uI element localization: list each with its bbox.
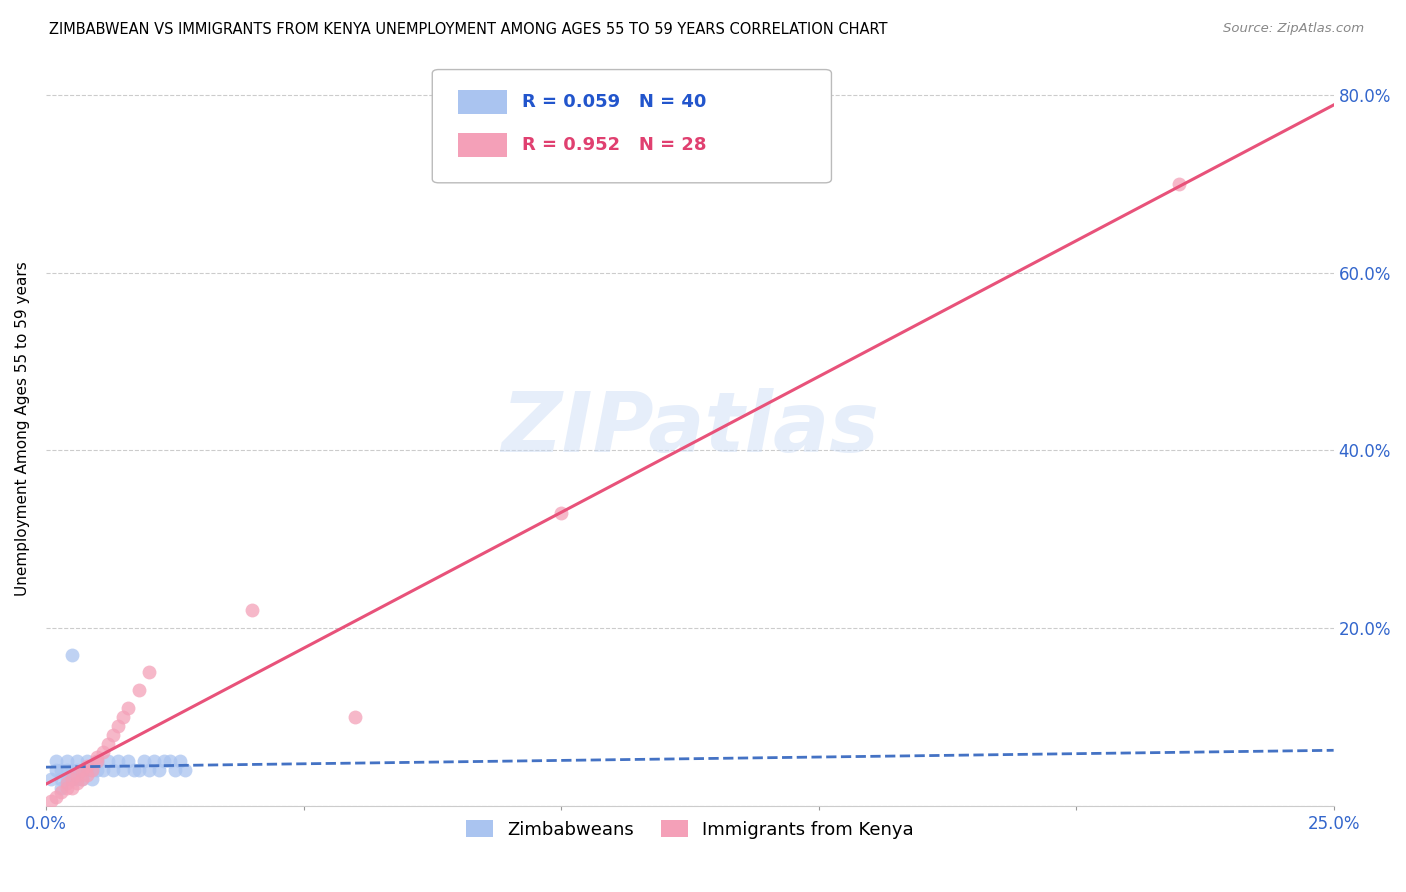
Point bbox=[107, 754, 129, 768]
Point bbox=[91, 746, 114, 760]
Point bbox=[159, 754, 181, 768]
Point bbox=[82, 772, 104, 786]
Point bbox=[240, 603, 263, 617]
Point bbox=[153, 754, 176, 768]
Point bbox=[97, 754, 120, 768]
Point bbox=[70, 772, 93, 786]
Point bbox=[117, 701, 139, 715]
Point bbox=[101, 763, 124, 777]
Point bbox=[60, 763, 83, 777]
Point bbox=[76, 758, 98, 772]
Point bbox=[138, 665, 160, 680]
Point bbox=[60, 648, 83, 662]
Point bbox=[66, 776, 89, 790]
Point bbox=[112, 710, 135, 724]
Point bbox=[51, 772, 73, 786]
Point bbox=[86, 749, 108, 764]
Point bbox=[82, 763, 104, 777]
Point bbox=[60, 772, 83, 786]
Point bbox=[66, 772, 89, 786]
Legend: Zimbabweans, Immigrants from Kenya: Zimbabweans, Immigrants from Kenya bbox=[458, 813, 921, 846]
FancyBboxPatch shape bbox=[432, 70, 831, 183]
Point bbox=[138, 763, 160, 777]
Point bbox=[128, 763, 150, 777]
Point bbox=[66, 767, 89, 781]
Point bbox=[117, 754, 139, 768]
Text: Source: ZipAtlas.com: Source: ZipAtlas.com bbox=[1223, 22, 1364, 36]
Point bbox=[86, 754, 108, 768]
Point bbox=[55, 772, 77, 786]
Point bbox=[70, 763, 93, 777]
FancyBboxPatch shape bbox=[458, 133, 508, 157]
Point bbox=[112, 763, 135, 777]
Point bbox=[163, 763, 186, 777]
Point bbox=[39, 794, 62, 808]
Y-axis label: Unemployment Among Ages 55 to 59 years: Unemployment Among Ages 55 to 59 years bbox=[15, 260, 30, 596]
Point bbox=[1168, 177, 1191, 191]
Point bbox=[45, 789, 67, 804]
Point bbox=[107, 719, 129, 733]
Point bbox=[45, 763, 67, 777]
Point bbox=[66, 763, 89, 777]
Text: R = 0.952   N = 28: R = 0.952 N = 28 bbox=[523, 136, 707, 154]
Point bbox=[91, 763, 114, 777]
Point bbox=[122, 763, 145, 777]
Point bbox=[128, 683, 150, 698]
Point bbox=[82, 763, 104, 777]
Point bbox=[169, 754, 191, 768]
Point bbox=[70, 772, 93, 786]
Point bbox=[51, 763, 73, 777]
Point bbox=[55, 754, 77, 768]
Text: ZIPatlas: ZIPatlas bbox=[501, 388, 879, 468]
Point bbox=[550, 506, 572, 520]
Point bbox=[343, 710, 366, 724]
Point bbox=[55, 763, 77, 777]
Point bbox=[86, 754, 108, 768]
Point bbox=[60, 772, 83, 786]
Point bbox=[70, 763, 93, 777]
Point bbox=[55, 780, 77, 795]
Point bbox=[39, 772, 62, 786]
Point bbox=[45, 754, 67, 768]
Point bbox=[132, 754, 155, 768]
Point bbox=[60, 780, 83, 795]
Text: ZIMBABWEAN VS IMMIGRANTS FROM KENYA UNEMPLOYMENT AMONG AGES 55 TO 59 YEARS CORRE: ZIMBABWEAN VS IMMIGRANTS FROM KENYA UNEM… bbox=[49, 22, 887, 37]
Point bbox=[51, 780, 73, 795]
Point bbox=[66, 754, 89, 768]
FancyBboxPatch shape bbox=[458, 90, 508, 114]
Point bbox=[51, 785, 73, 799]
Point bbox=[101, 728, 124, 742]
Point bbox=[143, 754, 166, 768]
Text: R = 0.059   N = 40: R = 0.059 N = 40 bbox=[523, 93, 707, 111]
Point bbox=[148, 763, 170, 777]
Point bbox=[97, 737, 120, 751]
Point bbox=[76, 754, 98, 768]
Point bbox=[76, 767, 98, 781]
Point bbox=[55, 776, 77, 790]
Point bbox=[86, 763, 108, 777]
Point bbox=[76, 763, 98, 777]
Point bbox=[174, 763, 197, 777]
